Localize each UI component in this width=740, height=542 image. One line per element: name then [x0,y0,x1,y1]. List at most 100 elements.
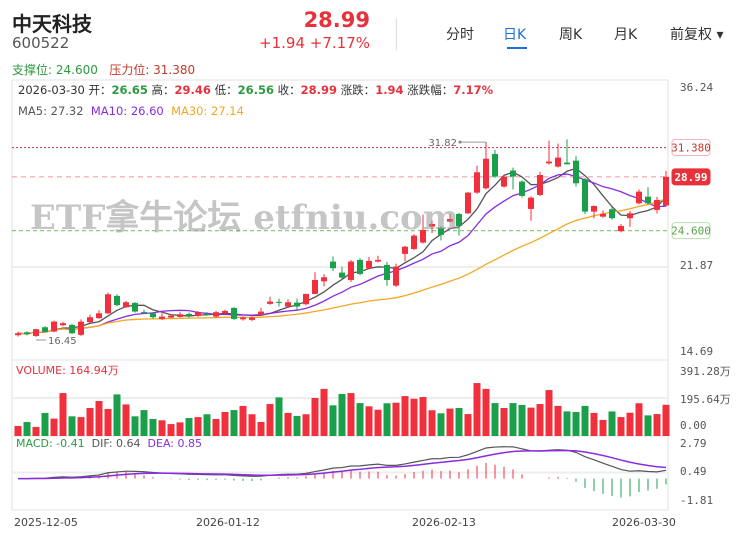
tab-daily-k[interactable]: 日K [503,27,527,43]
macd-axis-max: 2.79 [680,437,707,450]
volume-bar [662,404,670,436]
volume-bar [626,412,634,436]
candle-up [258,311,264,315]
candle-up [654,199,660,210]
volume-bar [518,404,526,436]
ma5-value: MA5: 27.32 [18,104,84,118]
volume-bar [284,412,292,436]
volume-bar [455,408,463,436]
date-label: 2026-01-12 [196,516,260,529]
support-tag-box [671,222,711,240]
volume-bar [473,383,481,436]
dea-line [17,449,667,480]
volume-bar [14,425,22,436]
last-price-tag: 28.99 [674,171,707,184]
volume-bar [167,424,175,436]
volume-bar [329,405,337,436]
volume-bar [77,417,85,436]
candle-up [15,333,21,336]
high-value: 29.46 [174,83,211,97]
last-price: 28.99 [303,8,370,32]
candle-up [159,316,165,319]
candle-up [429,223,435,227]
candle-up [51,321,57,332]
tab-weekly-k[interactable]: 周K [559,27,583,43]
volume-bar [617,417,625,436]
ma10-value: MA10: 26.60 [90,104,164,118]
candle-up [393,266,399,286]
candle-down [357,259,363,274]
volume-bar [635,403,643,436]
volume-bar [239,405,247,436]
last-price-tag-box [671,168,711,186]
price-change: +1.94 +7.17% [259,34,370,52]
candle-down [564,162,570,165]
candle-up [321,277,327,282]
volume-bar [185,418,193,436]
volume-bar [104,408,112,436]
volume-bar [554,405,562,436]
candle-down [294,302,300,307]
candle-down [438,227,444,235]
candle-up [627,213,633,219]
volume-bar [653,414,661,436]
candle-down [573,160,579,184]
candle-down [492,153,498,177]
volume-label: VOLUME: 164.94万 [16,364,119,377]
candle-up [411,235,417,249]
ma5-line [17,167,667,335]
candle-up [78,321,84,335]
adjustment-dropdown[interactable]: 前复权 ▾ [670,27,724,43]
volume-bar [275,397,283,436]
volume-bar [419,397,427,436]
volume-bar [32,426,40,436]
price-axis-max: 36.24 [680,81,714,94]
volume-bar [356,403,364,436]
volume-bar [59,393,67,436]
candle-down [114,295,120,306]
candle-up [60,323,66,326]
volume-bar [374,409,382,436]
volume-bar [428,410,436,436]
candle-down [330,261,336,269]
volume-bar [338,394,346,436]
macd-value: MACD: -0.41 [16,437,85,450]
candle-down [150,313,156,318]
volume-bar [311,397,319,436]
tab-monthly-k[interactable]: 月K [614,27,638,43]
volume-bar [158,420,166,436]
candle-up [465,192,471,214]
candle-down [456,213,462,226]
close-label: 收： [277,83,301,97]
volume-bar [536,404,544,436]
tab-intraday[interactable]: 分时 [446,27,474,43]
close-value: 28.99 [300,83,338,97]
volume-bar [176,422,184,436]
high-annotation: 31.82 [428,138,457,149]
volume-bar [590,412,598,436]
ma30-value: MA30: 27.14 [171,104,244,118]
volume-bar [347,393,355,436]
dif-value: DIF: 0.64 [91,437,141,450]
candle-up [555,157,561,167]
candle-up [177,314,183,317]
candle-up [591,205,597,212]
candle-up [447,218,453,222]
volume-bar [527,407,535,436]
volume-bar [23,422,31,436]
candle-up [213,312,219,317]
header-divider [396,18,397,50]
candle-up [96,313,102,319]
volume-bar [500,408,508,436]
candle-up [546,161,552,164]
low-value: 26.56 [237,83,274,97]
support-label: 支撑位: 24.600 [12,63,98,77]
change-label: 涨跌： [340,83,376,97]
volume-bar [122,404,130,436]
volume-bar [86,408,94,436]
volume-bar [392,402,400,436]
resistance-label: 压力位: 31.380 [109,63,196,77]
volume-bar [50,418,58,436]
candle-down [186,313,192,317]
